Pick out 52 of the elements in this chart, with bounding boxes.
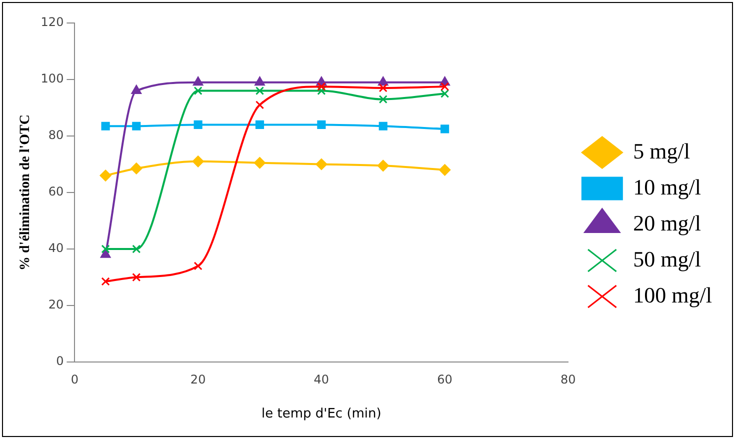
point <box>317 86 326 96</box>
x-tick-label: 60 <box>437 372 452 386</box>
point <box>132 122 141 130</box>
point <box>194 86 202 96</box>
point <box>317 82 326 91</box>
y-tick-label: 80 <box>48 128 64 142</box>
y-tick-label: 20 <box>48 298 64 312</box>
point <box>132 272 141 282</box>
legend-label: 100 mg/l <box>633 282 712 308</box>
y-tick-label: 40 <box>48 241 64 256</box>
point <box>378 84 388 92</box>
point <box>192 76 204 86</box>
point <box>101 244 110 254</box>
point <box>101 277 110 286</box>
y-tick-label: 120 <box>40 15 64 30</box>
point <box>100 170 112 182</box>
x-tick-label: 0 <box>70 372 79 386</box>
point <box>440 89 450 98</box>
point <box>100 248 111 258</box>
point <box>377 160 389 172</box>
point <box>439 164 451 176</box>
legend-label: 20 mg/l <box>633 210 702 236</box>
y-axis-title: % d'élimination de l'OTC <box>18 114 34 270</box>
point <box>254 157 266 169</box>
point <box>192 156 204 168</box>
point <box>378 94 388 104</box>
point <box>130 162 142 174</box>
point <box>378 76 388 86</box>
point <box>255 120 264 129</box>
point <box>255 86 264 96</box>
x-tick-label: 80 <box>560 372 576 386</box>
point <box>316 158 328 170</box>
point <box>101 122 110 130</box>
point <box>378 122 388 130</box>
y-tick-label: 0 <box>56 354 64 368</box>
point <box>255 100 264 110</box>
point <box>317 120 326 129</box>
legend-label: 50 mg/l <box>633 246 702 272</box>
point <box>194 262 202 270</box>
x-axis-title: le temp d'Ec (min) <box>261 406 382 422</box>
point <box>131 85 142 94</box>
y-tick-label: 60 <box>48 184 64 199</box>
point <box>132 244 141 254</box>
legend-label: 10 mg/l <box>633 174 702 200</box>
point <box>440 124 450 134</box>
legend-label: 5 mg/l <box>633 138 690 164</box>
point <box>440 82 450 91</box>
point <box>194 120 202 129</box>
point <box>254 76 265 86</box>
x-tick-label: 20 <box>190 372 206 386</box>
y-tick-label: 100 <box>40 72 64 86</box>
x-tick-label: 40 <box>314 372 330 386</box>
